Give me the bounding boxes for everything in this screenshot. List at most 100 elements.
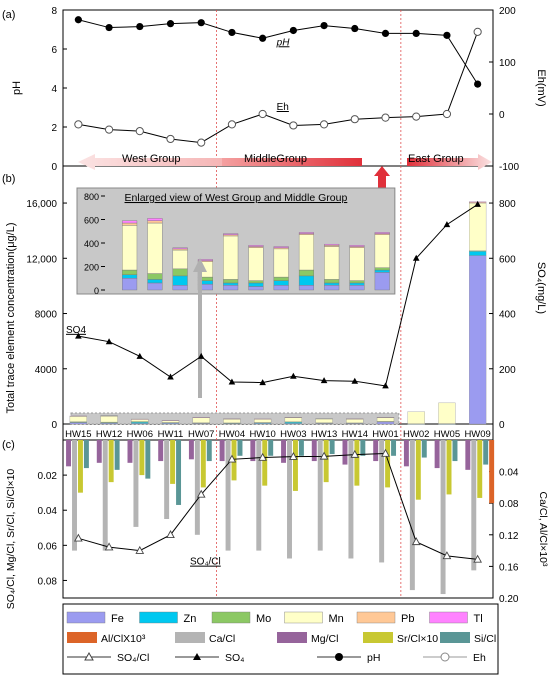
- so4-point: [412, 254, 420, 261]
- so4cl-point: [473, 554, 483, 563]
- bar-mn-HW15: [69, 416, 87, 422]
- bar-mn-HW02: [407, 411, 425, 424]
- inset-bar-mn-HW01: [374, 234, 390, 268]
- inset-bar-fe-HW03: [298, 285, 314, 291]
- a-ytick-right-label: 100: [499, 58, 516, 69]
- legend-marker-1: [193, 653, 201, 660]
- zoom-arrow: [193, 258, 207, 398]
- eh-point: [381, 113, 390, 122]
- legend-swatch-5: [429, 611, 468, 624]
- bar-zn-HW09: [469, 251, 487, 256]
- inset-bar-fe-HW07: [223, 285, 239, 291]
- c-bar-2-HW12: [108, 440, 114, 483]
- b-ytick-label: 8000: [35, 310, 58, 321]
- legend-swatch-2: [211, 611, 251, 624]
- inset-bar-mo-HW01: [374, 267, 390, 271]
- inset-bar-fe-HW06: [172, 285, 188, 291]
- middle-group-label: MiddleGroup: [244, 153, 307, 165]
- c-bar-3-HW04: [237, 440, 243, 456]
- eh-line: [78, 31, 479, 144]
- so4-point: [136, 352, 144, 359]
- c-bar-3-HW03: [298, 440, 304, 456]
- bar-fe-HW09: [469, 255, 487, 425]
- so4cl-point: [73, 533, 83, 542]
- so4-point: [320, 377, 328, 384]
- inset-ytick-label: 800: [84, 192, 99, 202]
- inset-bar-fe-HW04: [248, 286, 264, 291]
- c-bar-1-HW15: [72, 440, 77, 551]
- so4-point: [75, 332, 82, 339]
- up-red-arrow: [374, 166, 390, 190]
- inset-bar-mn-HW07: [223, 235, 239, 280]
- a-ytick-label: 6: [51, 45, 57, 56]
- b-ytick-right-label: 200: [499, 365, 516, 376]
- eh-point: [227, 120, 237, 129]
- c-ylabel-right: Ca/Cl, Al/Cl×10³: [537, 492, 549, 567]
- inset-bar-mo-HW12: [147, 273, 163, 280]
- inset-bar-mo-HW03: [298, 269, 314, 277]
- c-bar-2-HW10: [262, 440, 268, 486]
- c-bar-1-HW06: [133, 440, 139, 527]
- inset-bar-mo-HW15: [122, 269, 138, 275]
- eh-point: [350, 115, 359, 124]
- inset-bar-zn-HW03: [298, 275, 314, 286]
- eh-point: [289, 121, 298, 130]
- c-bar-3-HW06: [145, 440, 151, 479]
- c-bar-2-HW15: [77, 440, 83, 493]
- eh-point: [135, 127, 144, 136]
- inset-bar-zn-HW14: [349, 282, 365, 286]
- bar-mn-HW09: [469, 202, 487, 251]
- legend-label3-2: pH: [367, 652, 380, 664]
- inset-bar-mo-HW07: [223, 279, 239, 284]
- a-ylabel-right: Eh(mV): [535, 69, 547, 106]
- so4-line: [78, 204, 478, 387]
- c-bar-3-HW01: [391, 440, 397, 456]
- legend-label-2: Mo: [256, 613, 271, 625]
- ph-point: [74, 16, 82, 24]
- inset-bar-zn-HW06: [172, 275, 188, 286]
- inset-bar-tl-HW07: [223, 233, 239, 235]
- x-label-HW01: HW01: [372, 429, 398, 440]
- inset-bar-mo-HW14: [349, 280, 365, 284]
- x-label-HW05: HW05: [434, 429, 460, 440]
- c-bar-3-HW13: [329, 440, 335, 455]
- legend-label2-3: Sr/Cl×10: [397, 633, 438, 645]
- inset-bar-mo-HW13: [324, 279, 340, 284]
- inset-bar-tl-HW11: [197, 259, 213, 261]
- c-ytick-right-label: 0.16: [499, 562, 519, 573]
- panel-label-c: (c): [2, 439, 15, 451]
- inset-bar-fe-HW15: [122, 278, 138, 291]
- so4cl-series-label: SO₄/Cl: [190, 557, 221, 568]
- c-bar-1-HW03: [287, 440, 292, 559]
- ph-point: [351, 24, 359, 33]
- c-bar-0-HW10: [250, 440, 256, 462]
- bar-mn-HW05: [438, 402, 456, 424]
- x-label-HW04: HW04: [219, 429, 245, 440]
- ph-point: [412, 29, 420, 37]
- inset-bar-tl-HW04: [248, 245, 264, 247]
- inset-bar-zn-HW13: [324, 282, 340, 286]
- c-ytick-right-label: 0.12: [499, 531, 519, 542]
- legend-label-4: Pb: [401, 613, 414, 625]
- bar-mn-HW06: [131, 419, 149, 422]
- inset-bar-tl-HW01: [374, 232, 390, 234]
- c-bar-1-HW07: [194, 440, 200, 535]
- c-bar-0-HW07: [188, 440, 194, 460]
- c-bar-0-HW03: [281, 440, 287, 463]
- eh-point: [166, 134, 175, 144]
- c-ytick-right-label: 0.08: [499, 499, 519, 510]
- so4cl-point: [166, 530, 175, 539]
- c-bar-3-HW11: [176, 440, 182, 505]
- ph-point: [320, 22, 328, 30]
- c-bar-3-HW07: [206, 440, 212, 462]
- legend-label-3: Mn: [329, 613, 344, 625]
- b-ytick-label: 16,000: [26, 199, 57, 210]
- inset-bar-mo-HW04: [248, 280, 264, 284]
- c-bar-0-HW11: [158, 440, 164, 462]
- c-bar-2-HW11: [170, 440, 176, 484]
- so4cl-point: [350, 449, 360, 458]
- a-ytick-right-label: -100: [499, 162, 519, 173]
- a-ytick-label: 4: [51, 84, 57, 95]
- eh-point: [473, 27, 482, 36]
